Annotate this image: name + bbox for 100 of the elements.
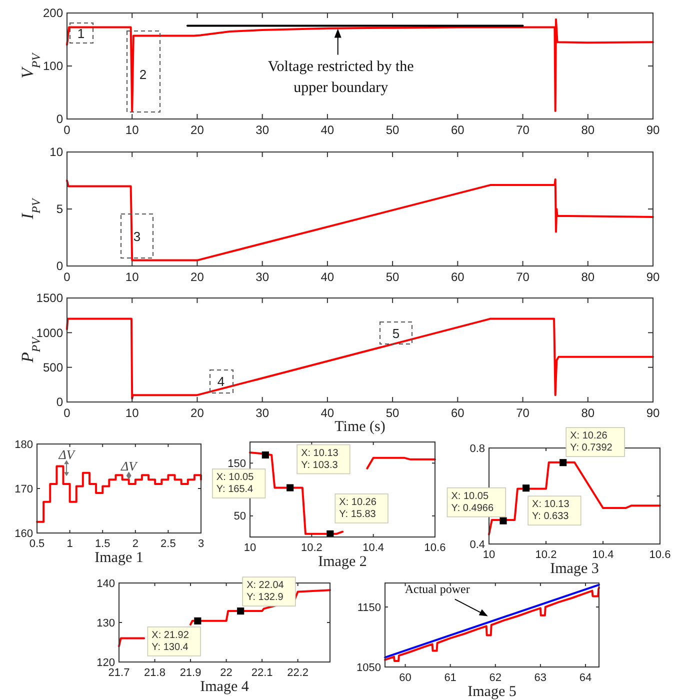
x-tick-label: 61 <box>444 672 456 684</box>
data-label: X: 10.26 Y: 0.7392 <box>570 430 613 454</box>
y-tick-label: 120 <box>96 656 115 669</box>
annotation: ΔV <box>120 458 139 474</box>
x-tick-label: 2.5 <box>160 538 176 550</box>
y-tick-label: 0 <box>56 112 64 126</box>
x-tick-label: 64 <box>579 672 592 684</box>
y-tick-label: 0.8 <box>470 442 485 455</box>
y-tick-label: 150 <box>228 458 246 470</box>
x-tick-label: 60 <box>450 270 465 284</box>
point <box>522 484 530 492</box>
x-tick-label: 10 <box>244 542 256 554</box>
y-tick-label: 0 <box>56 259 64 274</box>
line-series <box>66 18 654 112</box>
annotation: 1 <box>77 26 85 41</box>
x-axis-title: Time (s) <box>334 419 386 435</box>
point <box>500 517 507 524</box>
x-tick-label: 10 <box>125 270 140 284</box>
y-tick-label: 100 <box>42 59 64 74</box>
point <box>560 459 567 466</box>
x-axis-title: Image 2 <box>318 554 367 570</box>
x-tick-label: 10 <box>125 123 140 137</box>
x-tick-label: 80 <box>581 406 595 420</box>
annotation: 5 <box>392 326 400 341</box>
annotation: 2 <box>139 67 147 82</box>
y-tick-label: 0.4 <box>470 538 485 551</box>
point <box>262 451 269 459</box>
y-tick-label: 130 <box>96 617 115 630</box>
x-tick-label: 70 <box>516 406 530 420</box>
x-tick-label: 60 <box>399 672 412 684</box>
x-tick-label: 60 <box>450 123 465 137</box>
x-tick-label: 0.5 <box>29 538 45 550</box>
x-tick-label: 10 <box>482 549 496 561</box>
x-tick-label: 21.8 <box>144 667 166 679</box>
x-tick-label: 21.9 <box>180 667 202 679</box>
x-tick-label: 10.6 <box>649 549 671 561</box>
x-tick-label: 10 <box>125 406 140 420</box>
x-tick-label: 90 <box>646 123 660 137</box>
x-tick-label: 50 <box>386 123 400 137</box>
x-tick-label: 62 <box>489 672 502 684</box>
y-tick-label: 180 <box>14 438 33 451</box>
x-tick-label: 50 <box>386 406 400 420</box>
dashed-zoom-box: 4 <box>210 370 234 394</box>
x-tick-label: 30 <box>256 270 270 284</box>
x-tick-label: 3 <box>198 538 204 550</box>
y-tick-label: 160 <box>14 528 33 540</box>
data-label: X: 10.05 Y: 0.4966 <box>451 490 494 514</box>
x-tick-label: 40 <box>320 406 334 420</box>
y-tick-label: 140 <box>96 578 115 590</box>
x-tick-label: 40 <box>320 270 334 284</box>
annotation: 4 <box>217 374 225 389</box>
x-tick-label: 80 <box>581 270 595 284</box>
annotation: Voltage restricted by the upper boundary <box>268 58 414 96</box>
x-tick-label: 10.2 <box>300 542 322 554</box>
x-tick-label: 90 <box>646 270 660 284</box>
x-tick-label: 70 <box>516 270 530 284</box>
data-label: X: 10.13 Y: 0.633 <box>532 499 570 522</box>
annotation: ΔV <box>58 447 76 462</box>
dashed-zoom-box: 5 <box>380 322 412 344</box>
x-tick-label: 22.2 <box>287 667 309 679</box>
y-tick-label: 0 <box>56 395 64 410</box>
annotation: Actual power <box>404 582 470 596</box>
data-label: X: 21.92 Y: 130.4 <box>152 630 190 653</box>
x-tick-label: 80 <box>581 123 595 137</box>
x-tick-label: 10.2 <box>535 549 557 561</box>
x-tick-label: 30 <box>256 123 270 137</box>
data-label: X: 22.04 Y: 132.9 <box>246 580 284 604</box>
data-label: X: 10.05 Y: 165.4 <box>216 472 254 495</box>
x-tick-label: 70 <box>516 123 530 137</box>
x-axis-title: Image 4 <box>200 679 250 695</box>
x-tick-label: 20 <box>190 123 204 137</box>
x-tick-label: 20 <box>190 406 204 420</box>
dashed-zoom-box: 2 <box>126 30 160 112</box>
x-axis-title: Image 3 <box>550 561 599 577</box>
dashed-zoom-box: 1 <box>70 22 94 44</box>
x-tick-label: 1.5 <box>94 538 110 550</box>
x-tick-label: 1 <box>66 538 73 550</box>
x-tick-label: 22 <box>220 667 232 679</box>
y-tick-label: 1050 <box>356 662 381 674</box>
y-tick-label: 500 <box>42 360 64 375</box>
x-tick-label: 2 <box>132 538 138 550</box>
y-tick-label: 10 <box>50 145 64 160</box>
annotation: 3 <box>133 229 141 244</box>
y-tick-label: 200 <box>42 6 64 20</box>
data-label: X: 10.26 Y: 15.83 <box>339 496 377 520</box>
x-tick-label: 90 <box>646 406 660 420</box>
x-tick-label: 63 <box>534 672 547 684</box>
y-tick-label: 5 <box>56 202 64 216</box>
dashed-zoom-box: 3 <box>120 214 154 258</box>
x-tick-label: 50 <box>386 270 400 284</box>
x-tick-label: 10.4 <box>592 549 614 561</box>
x-tick-label: 21.7 <box>108 667 130 679</box>
y-tick-label: 1150 <box>357 602 381 614</box>
line-series <box>66 178 654 262</box>
y-tick-label: 1500 <box>36 291 64 306</box>
y-tick-label: 1000 <box>36 326 64 340</box>
line-series <box>66 318 654 400</box>
x-tick-label: 40 <box>320 123 334 137</box>
x-tick-label: 20 <box>190 270 204 284</box>
y-tick-label: 170 <box>14 483 33 496</box>
